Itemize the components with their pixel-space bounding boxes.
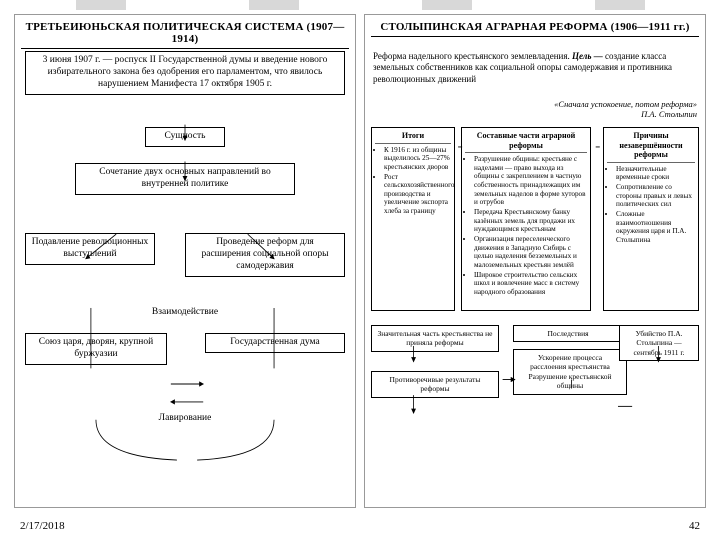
right-quote: «Сначала успокоение, потом реформа» П.А.… [554, 99, 697, 119]
col-parts: Составные части аграрной реформы Разруше… [461, 127, 591, 311]
maneuver-label: Лавирование [159, 413, 212, 423]
col-reasons-list: Незначительные временные сроки Сопротивл… [607, 165, 695, 245]
col-results: Итоги К 1916 г. из общины выделилось 25—… [371, 127, 455, 311]
list-item: Сложные взаимоотношения окружения царя и… [616, 210, 695, 245]
col-reasons: Причины незавершённости реформы Незначит… [603, 127, 699, 311]
oppose-box: Противоречивые результаты реформы [371, 371, 499, 398]
col-results-hdr: Итоги [375, 131, 451, 144]
consequence-box: Ускорение процесса расслоения крестьянст… [513, 349, 627, 395]
left-intro-box: 3 июня 1907 г. — роспуск II Государствен… [25, 51, 345, 95]
list-item: Разрушение общины: крестьяне с наделами … [474, 155, 587, 207]
consequence-label: Последствия [513, 325, 623, 342]
right-quote-text: «Сначала успокоение, потом реформа» [554, 99, 697, 109]
cons2: Разрушение крестьянской общины [519, 372, 621, 391]
list-item: Незначительные временные сроки [616, 165, 695, 182]
cons1: Ускорение процесса расслоения крестьянст… [519, 353, 621, 372]
list-item: Организация переселенческого движения в … [474, 235, 587, 270]
footer-page: 42 [689, 520, 700, 532]
right-intro: Реформа надельного крестьянского землевл… [373, 51, 697, 85]
directions-box: Сочетание двух основных направлений во в… [75, 163, 295, 195]
list-item: К 1916 г. из общины выделилось 25—27% кр… [384, 146, 451, 172]
panel-right: СТОЛЫПИНСКАЯ АГРАРНАЯ РЕФОРМА (1906—1911… [364, 14, 706, 508]
right-quote-author: П.А. Столыпин [554, 109, 697, 119]
list-item: Передача Крестьянскому банку казённых зе… [474, 208, 587, 234]
interaction-label: Взаимодействие [152, 307, 218, 317]
essence-box: Сущность [145, 127, 225, 147]
col-parts-hdr: Составные части аграрной реформы [465, 131, 587, 153]
top-shadow [14, 0, 706, 10]
slide-container: ТРЕТЬЕИЮНЬСКАЯ ПОЛИТИЧЕСКАЯ СИСТЕМА (190… [14, 14, 706, 508]
col-parts-list: Разрушение общины: крестьяне с наделами … [465, 155, 587, 296]
col-reasons-hdr: Причины незавершённости реформы [607, 131, 695, 163]
right-intro-goal-label: Цель — [572, 51, 605, 61]
list-item: Сопротивление со стороны правых и левых … [616, 183, 695, 209]
reforms-box: Проведение реформ для расширения социаль… [185, 233, 345, 277]
list-item: Рост сельскохозяйственного производства … [384, 173, 451, 216]
list-item: Широкое строительство сельских школ и во… [474, 271, 587, 297]
suppress-box: Подавление революционных выступлений [25, 233, 155, 265]
left-title: ТРЕТЬЕИЮНЬСКАЯ ПОЛИТИЧЕСКАЯ СИСТЕМА (190… [21, 21, 349, 49]
panel-left: ТРЕТЬЕИЮНЬСКАЯ ПОЛИТИЧЕСКАЯ СИСТЕМА (190… [14, 14, 356, 508]
duma-box: Государственная дума [205, 333, 345, 353]
reject-box: Значительная часть крестьянства не приня… [371, 325, 499, 352]
kill-box: Убийство П.А. Столыпина — сентябрь 1911 … [619, 325, 699, 361]
right-intro-lead: Реформа надельного крестьянского землевл… [373, 51, 572, 61]
col-results-list: К 1916 г. из общины выделилось 25—27% кр… [375, 146, 451, 216]
footer-date: 2/17/2018 [20, 520, 65, 532]
right-title: СТОЛЫПИНСКАЯ АГРАРНАЯ РЕФОРМА (1906—1911… [371, 21, 699, 37]
union-box: Союз царя, дворян, крупной буржуазии [25, 333, 167, 365]
